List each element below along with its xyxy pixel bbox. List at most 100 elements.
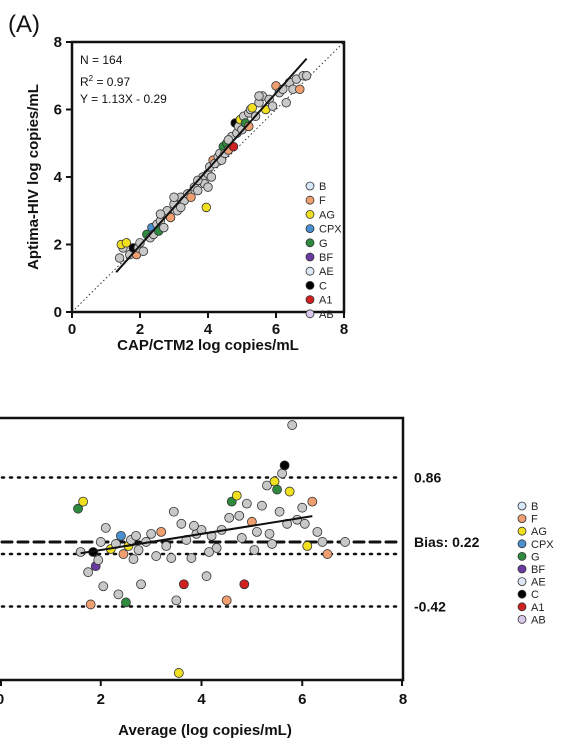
bottom-point [284, 486, 295, 497]
top-legend-marker [305, 238, 315, 248]
bottom-point [249, 545, 260, 555]
bottom-x-axis-title: Average (log copies/mL) [118, 722, 292, 739]
bottom-point [83, 567, 94, 578]
top-point [247, 103, 257, 113]
top-x-tick-label: 6 [272, 321, 280, 338]
bottom-point [201, 571, 212, 582]
top-point [114, 253, 125, 263]
bottom-point [302, 541, 313, 551]
bottom-point [239, 579, 250, 590]
bottom-legend-label: BF [531, 564, 545, 576]
top-point [206, 172, 217, 182]
top-point [295, 84, 305, 94]
bottom-ref-labels: 0.86 Bias: 0.22 -0.42 [414, 469, 480, 614]
bottom-x-ticks: 0 2 4 6 8 [0, 680, 407, 708]
bottom-point [121, 597, 131, 608]
top-x-axis-title: CAP/CTM2 log copies/mL [117, 337, 299, 354]
stat-r2-value: = 0.97 [93, 75, 130, 89]
bottom-legend-marker [517, 501, 527, 511]
top-legend-label: A1 [319, 295, 332, 307]
bottom-legend-label: B [531, 501, 538, 513]
stat-r2-sup: 2 [89, 74, 94, 83]
bottom-point [133, 545, 144, 555]
top-y-ticks: 0 2 4 6 8 [54, 34, 72, 321]
bottom-plot-frame [0, 416, 405, 682]
top-point [301, 71, 312, 81]
bottom-point [136, 579, 146, 590]
reference-label: -0.42 [414, 598, 446, 614]
top-chart: 0 2 4 6 8 0 2 4 6 8 CAP/CTM2 log copies/mL Aptim… [25, 34, 348, 354]
top-x-tick-label: 4 [204, 321, 213, 338]
bottom-point [274, 506, 285, 517]
bottom-point [113, 589, 124, 600]
top-y-tick-label: 0 [54, 304, 62, 321]
bottom-legend-label: AB [531, 614, 546, 626]
bottom-legend-marker [517, 615, 527, 624]
top-legend-label: G [319, 238, 328, 250]
bottom-x-tick-label: 0 [0, 691, 4, 708]
bottom-point [85, 599, 96, 610]
bottom-legend-marker [517, 589, 527, 599]
bottom-point [189, 520, 199, 531]
bottom-point [277, 468, 288, 479]
bottom-point [279, 460, 290, 471]
bottom-lines [80, 515, 313, 555]
bottom-legend-label: C [531, 589, 539, 601]
bottom-point [171, 595, 182, 606]
top-legend-marker [305, 266, 315, 276]
top-point [138, 246, 149, 256]
bottom-x-tick-label: 8 [399, 691, 407, 708]
bottom-point [234, 510, 245, 521]
top-stats: N = 164 R2 = 0.97 Y = 1.13X - 0.29 [80, 53, 167, 106]
bottom-point [116, 531, 126, 541]
top-y-axis-title: Aptima-HIV log copies/mL [25, 84, 42, 270]
bottom-regression-line [80, 515, 313, 555]
top-point [176, 202, 186, 213]
bottom-point [100, 522, 111, 533]
bottom-points [73, 420, 350, 678]
bottom-point [236, 533, 247, 543]
top-point [223, 135, 234, 145]
bottom-point [151, 551, 162, 561]
top-legend-marker [305, 252, 315, 262]
bottom-point [98, 581, 109, 592]
bottom-legend-marker [517, 539, 527, 549]
top-point [169, 192, 179, 202]
top-point [267, 101, 278, 111]
bottom-legend-label: AG [531, 526, 547, 538]
bottom-legend-marker [517, 602, 527, 612]
bottom-point [312, 526, 323, 537]
top-x-tick-label: 2 [136, 321, 144, 338]
top-y-tick-label: 6 [54, 102, 62, 119]
bottom-point [78, 496, 89, 507]
bottom-point [272, 484, 282, 495]
bottom-legend-marker [517, 577, 527, 586]
top-x-tick-label: 0 [68, 321, 76, 338]
stat-n: N = 164 [80, 53, 123, 67]
bottom-point [299, 518, 310, 529]
bottom-point [224, 512, 235, 523]
bottom-legend-label: CPX [531, 539, 554, 551]
top-point [254, 91, 264, 101]
regression-line [115, 57, 308, 273]
bottom-legend-label: F [531, 514, 538, 526]
bottom-point [322, 549, 333, 559]
bottom-point [166, 553, 177, 563]
bottom-point [221, 595, 232, 606]
top-legend-label: BF [319, 252, 333, 264]
bottom-chart: 0 2 4 6 8 0.86 Bias: 0.22 -0.42 Average (log c… [0, 416, 554, 739]
top-legend-label: AE [319, 266, 334, 278]
top-legend-marker [305, 195, 315, 205]
top-x-tick-label: 8 [340, 321, 348, 338]
top-point [281, 98, 291, 108]
top-point [159, 222, 169, 233]
bottom-legend-label: G [531, 551, 540, 563]
reference-label: 0.86 [414, 469, 441, 485]
bottom-point [231, 490, 242, 501]
top-legend-marker [305, 280, 315, 290]
bottom-point [156, 526, 167, 537]
bottom-point [176, 518, 187, 529]
top-legend-label: B [319, 181, 326, 193]
